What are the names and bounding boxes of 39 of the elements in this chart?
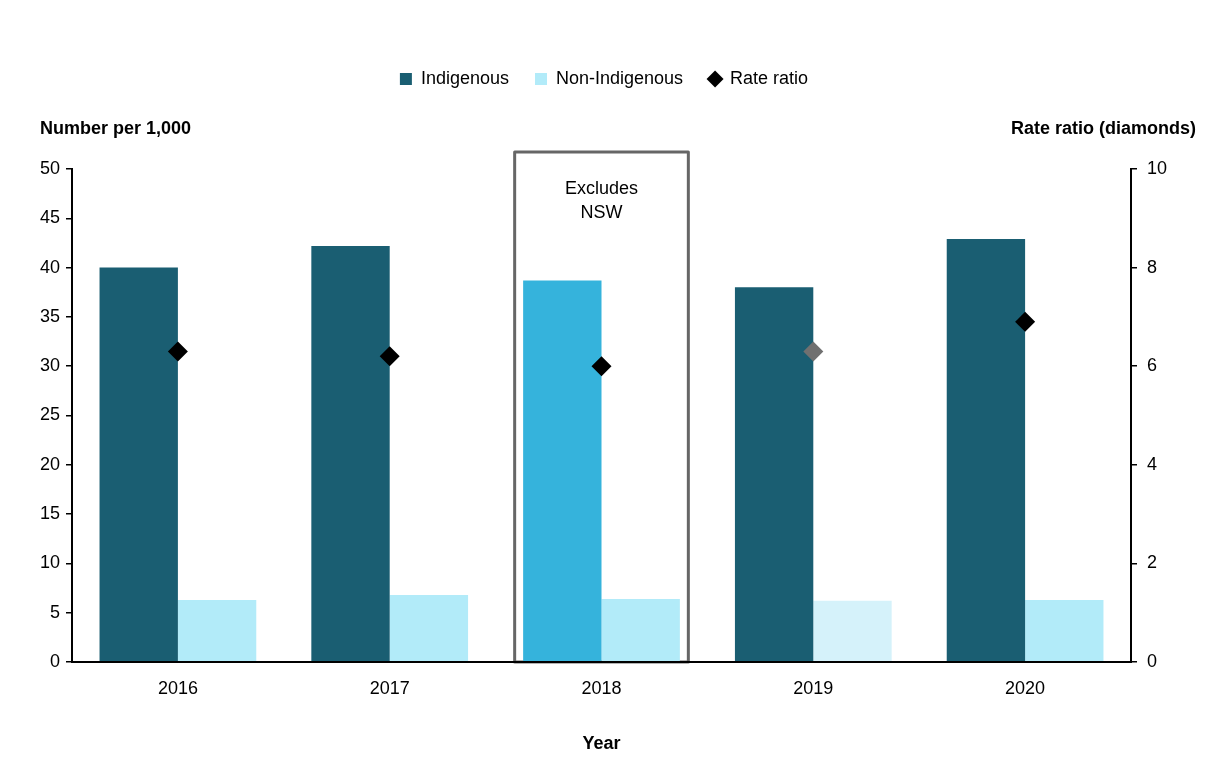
y2-tick-label: 8 <box>1147 256 1158 277</box>
legend-label: Rate ratio <box>730 67 809 88</box>
bar <box>813 600 892 662</box>
x-tick-label: 2019 <box>793 677 834 698</box>
x-tick-label: 2016 <box>157 677 198 698</box>
y-tick-label: 45 <box>39 207 60 228</box>
y-tick-label: 15 <box>39 503 60 524</box>
y-tick-label: 30 <box>39 355 60 376</box>
bar <box>311 245 390 662</box>
y-tick-label: 0 <box>49 650 60 671</box>
y2-axis-title: Rate ratio (diamonds) <box>1010 117 1196 138</box>
y-tick-label: 10 <box>39 552 60 573</box>
y-tick-label: 25 <box>39 404 60 425</box>
y2-tick-label: 6 <box>1147 355 1158 376</box>
bar <box>99 267 178 662</box>
legend-label: Indigenous <box>420 67 509 88</box>
legend-label: Non-Indigenous <box>555 67 684 88</box>
bar <box>1025 599 1104 662</box>
x-tick-label: 2020 <box>1005 677 1046 698</box>
bar <box>177 599 257 662</box>
y2-tick-label: 4 <box>1147 453 1158 474</box>
bar <box>601 598 680 662</box>
y2-tick-label: 10 <box>1147 157 1168 178</box>
bar <box>946 239 1026 662</box>
y-tick-label: 20 <box>39 453 60 474</box>
y2-tick-label: 2 <box>1147 552 1158 573</box>
band-label: Excludes NSW <box>564 177 639 222</box>
y-axis-title: Number per 1,000 <box>40 117 192 138</box>
y-tick-label: 35 <box>39 305 60 326</box>
x-tick-label: 2017 <box>369 677 410 698</box>
y-tick-label: 50 <box>39 157 60 178</box>
bar <box>389 594 469 662</box>
x-tick-label: 2018 <box>581 677 622 698</box>
y-tick-label: 40 <box>39 256 60 277</box>
x-axis-title: Year <box>582 733 621 754</box>
bar <box>523 280 602 662</box>
bar <box>734 287 814 662</box>
y2-tick-label: 0 <box>1147 650 1158 671</box>
y-tick-label: 5 <box>49 601 60 622</box>
